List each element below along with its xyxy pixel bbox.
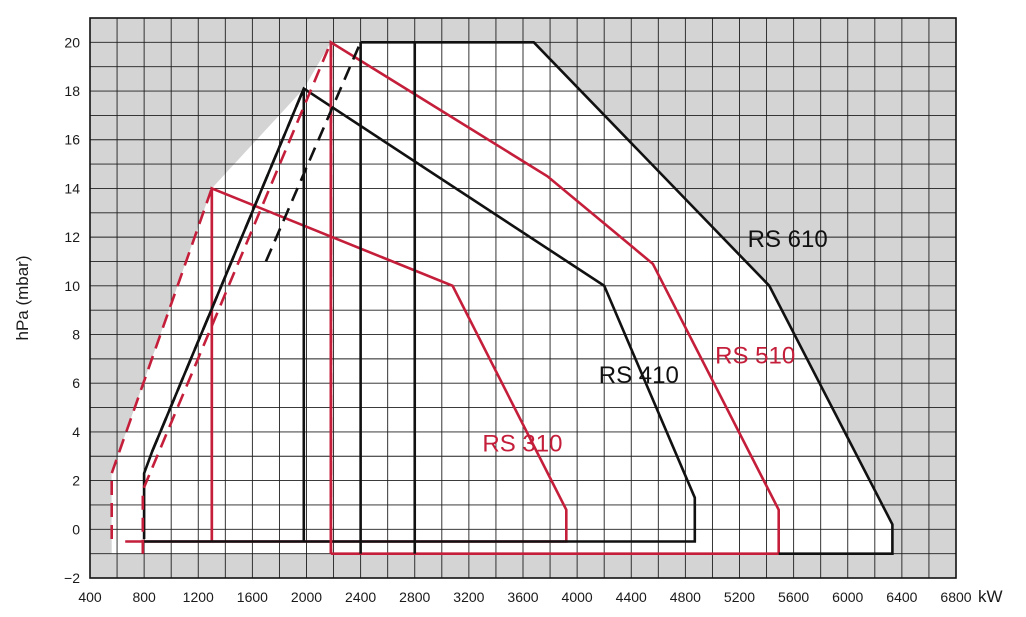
y-tick-label: 6 <box>72 375 80 391</box>
y-tick-label: 18 <box>64 83 80 99</box>
plot-frame <box>89 17 957 579</box>
x-tick-label: 3200 <box>453 589 484 605</box>
x-tick-label: 3600 <box>507 589 538 605</box>
x-tick-label: 400 <box>78 589 102 605</box>
x-tick-label: 1200 <box>183 589 214 605</box>
series-dashed-line <box>264 41 362 263</box>
x-tick-label: 6000 <box>832 589 863 605</box>
y-tick-label: 8 <box>72 327 80 343</box>
x-tick-label: 4800 <box>670 589 701 605</box>
y-tick-label: 4 <box>72 424 80 440</box>
series-2: RS 410 <box>142 86 697 543</box>
plot-border <box>89 17 957 579</box>
x-tick-label: 800 <box>132 589 156 605</box>
series-3: RS 510 <box>141 39 795 556</box>
x-tick-label: 4000 <box>562 589 593 605</box>
grid <box>89 17 957 579</box>
series-dashed-line <box>110 187 214 539</box>
y-tick-label: 0 <box>72 521 80 537</box>
x-tick-label: 5200 <box>724 589 755 605</box>
x-axis-label: kW <box>978 587 1003 606</box>
x-tick-label: 5600 <box>778 589 809 605</box>
y-axis-label: hPa (mbar) <box>13 255 32 340</box>
x-tick-label: 2000 <box>291 589 322 605</box>
y-tick-label: 10 <box>64 278 80 294</box>
x-tick-label: 6800 <box>940 589 971 605</box>
series-1: RS 310 <box>110 186 568 543</box>
series-label: RS 510 <box>715 343 795 370</box>
tick-labels: 400 800 1200 1600 2000 2400 2800 3200 3600 4000 44… <box>64 34 972 605</box>
series-label: RS 610 <box>748 226 828 253</box>
x-tick-label: 4400 <box>616 589 647 605</box>
x-tick-label: 2400 <box>345 589 376 605</box>
y-tick-label: 12 <box>64 229 80 245</box>
y-tick-label: −2 <box>64 570 80 586</box>
y-tick-label: 20 <box>64 34 80 50</box>
series-label: RS 410 <box>599 362 679 389</box>
y-tick-label: 14 <box>64 180 80 196</box>
x-tick-label: 6400 <box>886 589 917 605</box>
series-4: RS 610 <box>264 40 894 556</box>
series-layer: RS 310 RS 410 RS 510 RS 610 <box>110 39 894 556</box>
series-solid-line <box>142 86 697 543</box>
y-tick-label: 2 <box>72 473 80 489</box>
x-tick-label: 2800 <box>399 589 430 605</box>
y-tick-label: 16 <box>64 132 80 148</box>
series-solid-line <box>360 40 894 556</box>
x-tick-label: 1600 <box>237 589 268 605</box>
series-label: RS 310 <box>482 430 562 457</box>
